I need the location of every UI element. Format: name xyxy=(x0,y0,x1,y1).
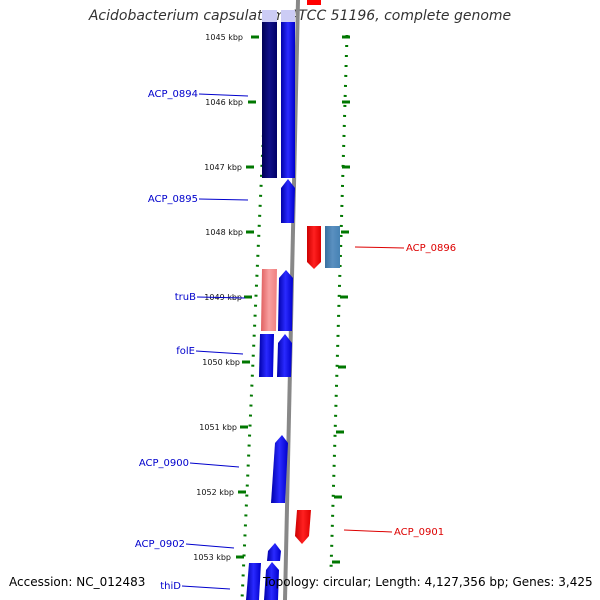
cds-acp0895[interactable] xyxy=(281,179,295,223)
tick-label: 1048 kbp xyxy=(205,228,243,237)
cds-acp0896[interactable] xyxy=(307,226,321,269)
topology-label: Topology: circular; Length: 4,127,356 bp… xyxy=(263,575,593,589)
tick-label: 1051 kbp xyxy=(199,423,237,432)
map-title: Acidobacterium capsulatum ATCC 51196, co… xyxy=(88,8,512,24)
gene-label-acp0901[interactable]: ACP_0901 xyxy=(394,527,444,538)
tick-label: 1050 kbp xyxy=(202,358,240,367)
gene-label-acp0896[interactable]: ACP_0896 xyxy=(406,243,456,254)
partial-reverse-feature xyxy=(307,0,321,5)
gene-acp0894[interactable] xyxy=(262,22,277,178)
tick-label: 1052 kbp xyxy=(196,488,234,497)
tick-label: 1046 kbp xyxy=(205,98,243,107)
cds-acp0902[interactable] xyxy=(267,543,281,561)
tick-label: 1045 kbp xyxy=(205,33,243,42)
gene-label-acp0900[interactable]: ACP_0900 xyxy=(139,458,189,469)
pseudo-gene-trub[interactable] xyxy=(261,269,277,331)
gene-label-acp0894[interactable]: ACP_0894 xyxy=(148,89,198,100)
tick-label: 1047 kbp xyxy=(204,163,242,172)
gene-label-trub[interactable]: truB xyxy=(175,292,196,303)
cds-acp0894[interactable] xyxy=(281,22,295,178)
gene-label-fole[interactable]: folE xyxy=(176,346,195,357)
gene-labels: ACP_0894 ACP_0895 ACP_0896 truB folE ACP… xyxy=(135,89,456,592)
gene-label-acp0895[interactable]: ACP_0895 xyxy=(148,194,198,205)
gene-thid[interactable] xyxy=(246,563,261,600)
gene-acp0896[interactable] xyxy=(325,226,340,268)
accession-label: Accession: NC_012483 xyxy=(9,575,146,589)
major-tick-marks xyxy=(236,35,350,564)
cds-thid[interactable] xyxy=(264,562,279,600)
cds-fole[interactable] xyxy=(277,334,292,377)
gene-fole[interactable] xyxy=(259,334,274,377)
cds-trub[interactable] xyxy=(278,270,293,331)
gene-label-acp0902[interactable]: ACP_0902 xyxy=(135,539,185,550)
cds-acp0900[interactable] xyxy=(271,435,288,503)
gene-label-thid[interactable]: thiD xyxy=(160,581,181,592)
tick-label: 1053 kbp xyxy=(193,553,231,562)
outer-tick-rail xyxy=(329,34,349,571)
cds-acp0901[interactable] xyxy=(295,510,311,544)
inner-tick-rail xyxy=(240,34,270,600)
